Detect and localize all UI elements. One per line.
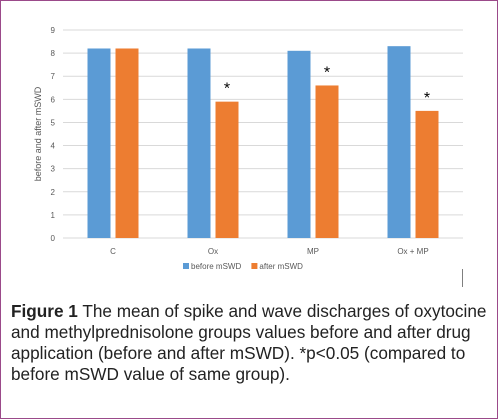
chart-area: 0 1 2 3 4 5 6 7 8 9 * * * C Ox MP Ox + MP before mSWD a…	[1, 1, 497, 291]
y-axis-label: before and after mSWD	[33, 86, 43, 181]
y-tick-label: 1	[51, 211, 56, 220]
legend-swatch	[251, 263, 258, 269]
legend: before mSWD after mSWD	[183, 262, 303, 271]
bar-before	[387, 46, 411, 238]
caption-text: The mean of spike and wave discharges of…	[11, 301, 487, 384]
y-tick-label: 0	[51, 234, 56, 243]
legend-swatch	[183, 263, 189, 269]
y-tick-label: 6	[51, 95, 56, 104]
bar-after	[215, 101, 239, 239]
y-tick-labels: 0 1 2 3 4 5 6 7 8 9	[51, 26, 56, 243]
y-tick-label: 7	[51, 72, 56, 81]
y-tick-label: 8	[51, 49, 56, 58]
figure-caption: Figure 1 The mean of spike and wave disc…	[11, 301, 489, 385]
y-tick-label: 5	[51, 118, 56, 127]
bar-after	[115, 48, 139, 238]
chart-border-fragment	[462, 269, 463, 287]
x-tick-labels: C Ox MP Ox + MP	[110, 247, 429, 256]
x-tick-label: Ox + MP	[397, 247, 428, 256]
figure-label: Figure 1	[11, 301, 78, 321]
bars	[87, 46, 439, 239]
x-tick-label: C	[110, 247, 116, 256]
bar-before	[287, 50, 311, 238]
legend-label: after mSWD	[259, 262, 303, 271]
y-tick-label: 4	[51, 142, 56, 151]
significance-markers: * * *	[224, 64, 430, 106]
y-tick-label: 9	[51, 26, 56, 35]
x-tick-label: MP	[307, 247, 319, 256]
x-tick-label: Ox	[208, 247, 218, 256]
legend-label: before mSWD	[191, 262, 241, 271]
bar-chart: 0 1 2 3 4 5 6 7 8 9 * * * C Ox MP Ox + MP before mSWD a…	[33, 26, 463, 271]
y-tick-label: 3	[51, 165, 56, 174]
y-tick-label: 2	[51, 188, 56, 197]
bar-after	[415, 110, 439, 238]
significance-asterisk: *	[224, 81, 230, 98]
bar-after	[315, 85, 339, 238]
significance-asterisk: *	[424, 90, 430, 107]
bar-before	[87, 48, 111, 238]
significance-asterisk: *	[324, 64, 330, 81]
bar-before	[187, 48, 211, 238]
